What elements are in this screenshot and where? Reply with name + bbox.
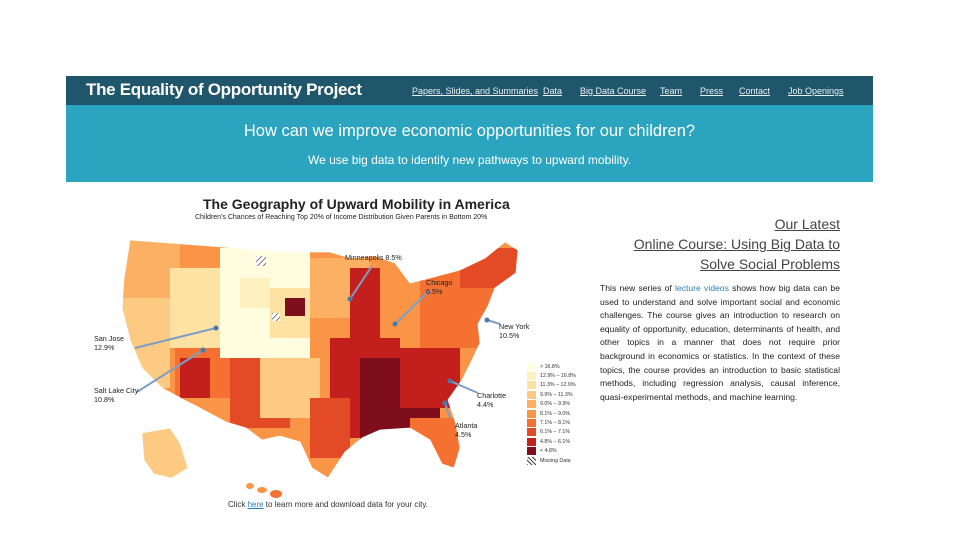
hero-subtitle: We use big data to identify new pathways… <box>307 153 632 167</box>
legend-row: > 16.8% <box>527 362 576 371</box>
nav-team[interactable]: Team <box>660 86 683 96</box>
hero-banner: How can we improve economic opportunitie… <box>66 105 873 182</box>
map-subtitle: Children's Chances of Reaching Top 20% o… <box>195 214 488 221</box>
us-mobility-map[interactable] <box>80 228 520 498</box>
map-regions <box>122 240 518 478</box>
course-heading-line1[interactable]: Our Latest <box>774 216 840 232</box>
legend-swatch <box>527 390 536 399</box>
nav-contact[interactable]: Contact <box>739 86 771 96</box>
legend-swatch <box>527 409 536 418</box>
hawaii-region <box>246 483 282 498</box>
callout-salt-lake-city: Salt Lake City 10.8% <box>94 386 139 404</box>
callout-san-jose: San Jose 12.9% <box>94 334 124 352</box>
callout-atlanta: Atlanta 4.5% <box>455 421 478 439</box>
callout-chicago: Chicago 6.5% <box>426 278 453 296</box>
legend-row: 11.3% – 12.9% <box>527 381 576 390</box>
map-legend: > 16.8% 12.9% – 16.8% 11.3% – 12.9% 9.9%… <box>527 362 576 465</box>
course-description: This new series of lecture videos shows … <box>600 283 840 402</box>
legend-row: 7.1% – 8.1% <box>527 418 576 428</box>
legend-swatch <box>527 447 536 456</box>
footnote-here-link[interactable]: here <box>247 500 264 509</box>
nav-job-openings[interactable]: Job Openings <box>788 86 844 96</box>
legend-row: 9.0% – 9.9% <box>527 400 576 409</box>
course-heading-line3[interactable]: Solve Social Problems <box>699 256 840 272</box>
legend-row: 12.9% – 16.8% <box>527 371 576 381</box>
legend-swatch-missing <box>527 456 536 465</box>
callout-lines <box>134 265 501 419</box>
city-markers <box>200 296 490 406</box>
callout-new-york: New York 10.5% <box>499 322 530 340</box>
nav-big-data-course[interactable]: Big Data Course <box>580 86 647 96</box>
map-footnote: Click here to learn more and download da… <box>228 500 428 509</box>
legend-swatch <box>527 400 536 409</box>
callout-minneapolis: Minneapolis 8.5% <box>345 253 402 262</box>
callout-charlotte: Charlotte 4.4% <box>477 391 507 409</box>
legend-row: 8.1% – 9.0% <box>527 409 576 418</box>
nav-papers[interactable]: Papers, Slides, and Summaries <box>412 86 539 96</box>
top-navbar: The Equality of Opportunity Project Pape… <box>66 76 873 105</box>
legend-swatch <box>527 419 536 428</box>
legend-row: < 4.8% <box>527 447 576 456</box>
legend-swatch <box>527 428 536 437</box>
legend-swatch <box>527 437 536 446</box>
nav-data[interactable]: Data <box>543 86 563 96</box>
nav-press[interactable]: Press <box>700 86 724 96</box>
course-heading[interactable]: Our Latest Online Course: Using Big Data… <box>580 214 840 274</box>
legend-row: 4.8% – 6.1% <box>527 437 576 446</box>
legend-row: 9.9% – 11.3% <box>527 390 576 399</box>
legend-swatch <box>527 381 536 390</box>
legend-row: Missing Data <box>527 456 576 465</box>
legend-row: 6.1% – 7.1% <box>527 428 576 437</box>
lecture-videos-link[interactable]: lecture videos <box>675 283 729 293</box>
map-title: The Geography of Upward Mobility in Amer… <box>203 196 510 212</box>
hero-title: How can we improve economic opportunitie… <box>243 122 696 140</box>
legend-swatch <box>527 372 536 381</box>
legend-swatch <box>527 362 536 371</box>
us-outline <box>121 239 519 479</box>
alaska-region <box>141 427 189 479</box>
site-brand[interactable]: The Equality of Opportunity Project <box>86 80 362 99</box>
course-heading-line2[interactable]: Online Course: Using Big Data to <box>633 236 840 252</box>
